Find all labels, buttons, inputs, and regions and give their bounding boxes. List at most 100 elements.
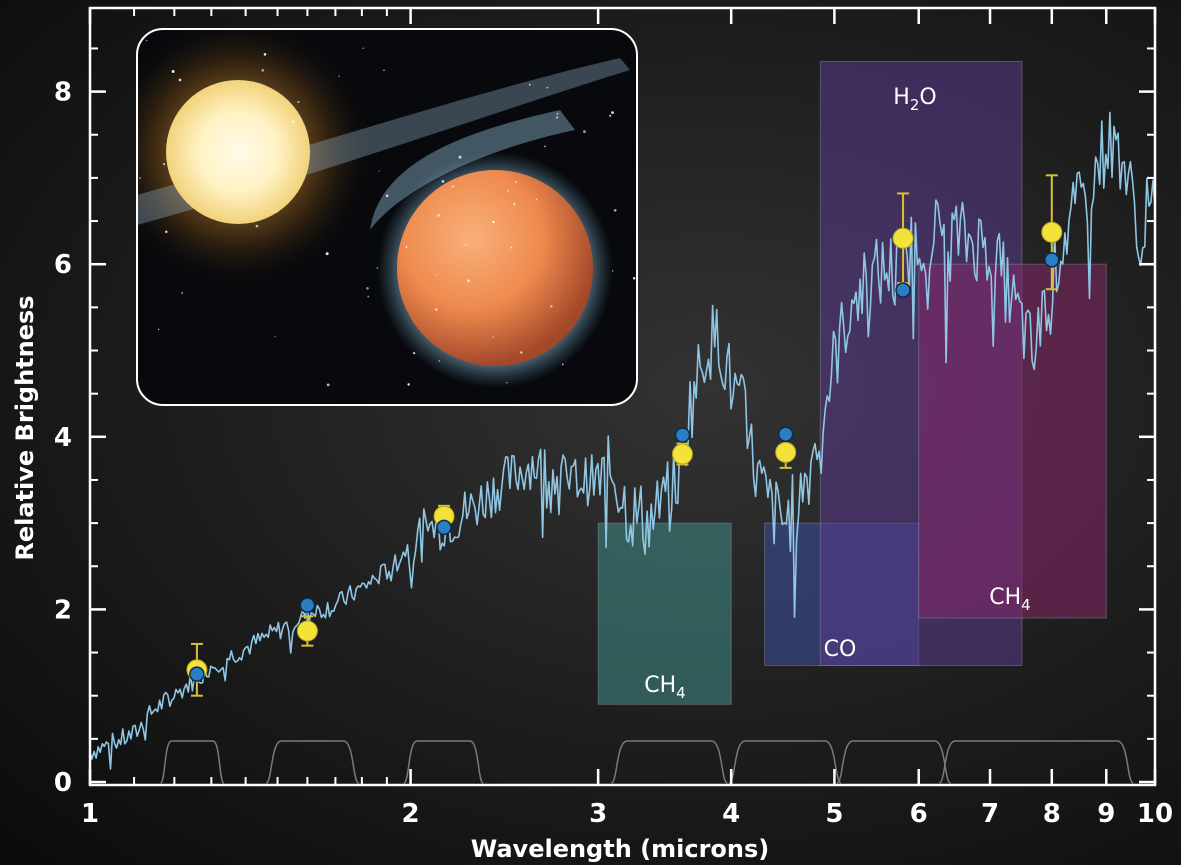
background-star xyxy=(181,292,183,294)
background-star xyxy=(492,336,494,338)
background-star xyxy=(613,208,617,212)
background-star xyxy=(412,351,416,355)
background-star xyxy=(435,308,438,311)
model-point xyxy=(777,426,794,442)
background-star xyxy=(292,120,295,123)
filter-curves xyxy=(159,740,1135,784)
background-star xyxy=(171,69,175,73)
spectrum-line xyxy=(89,111,1156,770)
background-star xyxy=(458,155,462,159)
y-tick-label: 6 xyxy=(54,250,72,280)
background-star xyxy=(464,243,467,246)
background-star xyxy=(513,203,516,206)
planet-icon xyxy=(397,170,593,366)
band-label: CO xyxy=(824,637,857,662)
background-star xyxy=(612,270,614,272)
background-star xyxy=(535,198,538,201)
background-star xyxy=(178,78,182,82)
background-star xyxy=(145,39,148,42)
background-star xyxy=(451,185,454,188)
background-star xyxy=(528,83,531,86)
background-star xyxy=(507,190,509,192)
background-star xyxy=(338,75,340,78)
absorption-bands: CH4 CO H2O CH4 xyxy=(597,60,1107,705)
background-stars xyxy=(139,39,636,387)
background-star xyxy=(376,267,378,269)
model-point xyxy=(1044,252,1060,268)
observed-point xyxy=(892,227,914,249)
background-star xyxy=(163,163,166,166)
background-star xyxy=(437,213,441,217)
axes-frame: 0 2 4 6 8 1 2 3 4 5 6 7 8 9 10 Wavelength (microns) Rela… xyxy=(11,6,1173,863)
background-star xyxy=(441,180,445,183)
background-star xyxy=(407,383,410,386)
background-star xyxy=(556,112,559,115)
background-star xyxy=(510,246,513,249)
background-star xyxy=(514,181,517,183)
background-star xyxy=(520,351,523,354)
x-tick-label: 3 xyxy=(589,799,607,829)
background-star xyxy=(438,360,441,362)
inset-border xyxy=(136,28,638,406)
x-axis-title: Wavelength (microns) xyxy=(471,835,770,863)
filter-curve xyxy=(938,740,1135,784)
band-label: CH4 xyxy=(644,673,685,702)
filter-curve xyxy=(836,740,952,784)
model-point xyxy=(895,282,911,298)
background-star xyxy=(378,170,380,172)
data-points xyxy=(186,174,1063,697)
background-star xyxy=(544,145,546,148)
background-star xyxy=(383,69,385,72)
y-axis-title: Relative Brightness xyxy=(11,295,39,560)
background-star xyxy=(276,211,278,213)
y-tick-label: 8 xyxy=(54,78,72,108)
filter-curve xyxy=(728,740,842,784)
planet-tail xyxy=(370,110,575,230)
model-point xyxy=(436,519,452,536)
background-star xyxy=(556,116,558,119)
inset-illustration xyxy=(137,29,637,405)
observed-point xyxy=(296,620,318,642)
y-tick-label: 4 xyxy=(54,423,72,453)
plot-frame xyxy=(88,6,1157,787)
background-star xyxy=(274,336,276,338)
x-tick-label: 10 xyxy=(1137,799,1173,829)
observed-point xyxy=(671,443,693,465)
background-star xyxy=(632,277,636,280)
x-tick-label: 4 xyxy=(722,799,740,829)
y-tick-label: 2 xyxy=(54,595,72,625)
background-star xyxy=(611,111,614,115)
background-star xyxy=(385,194,389,198)
background-star xyxy=(467,279,470,283)
x-tick-label: 2 xyxy=(402,799,420,829)
background-star xyxy=(362,47,364,50)
y-tick-label: 0 xyxy=(54,768,72,798)
background-star xyxy=(261,69,265,72)
x-tick-label: 9 xyxy=(1097,799,1115,829)
background-star xyxy=(609,114,612,117)
filter-curve xyxy=(265,740,360,784)
filter-curve xyxy=(159,740,225,784)
x-tick-label: 8 xyxy=(1043,799,1061,829)
filter-curve xyxy=(403,740,484,784)
spectrum-line-group xyxy=(89,111,1156,770)
filter-curve xyxy=(610,740,729,784)
band-label: H2O xyxy=(893,85,936,114)
x-tick-label: 1 xyxy=(81,799,99,829)
background-star xyxy=(164,230,168,234)
background-star xyxy=(158,328,160,331)
background-star xyxy=(255,224,259,228)
x-tick-label: 6 xyxy=(910,799,928,829)
background-star xyxy=(367,295,370,298)
background-star xyxy=(582,130,586,134)
background-star xyxy=(561,363,564,366)
background-star xyxy=(325,252,329,256)
star-icon xyxy=(166,80,310,224)
background-star xyxy=(435,274,437,276)
background-star xyxy=(506,381,508,384)
background-star xyxy=(492,220,495,224)
band-label: CH4 xyxy=(989,585,1030,614)
background-star xyxy=(139,177,141,179)
